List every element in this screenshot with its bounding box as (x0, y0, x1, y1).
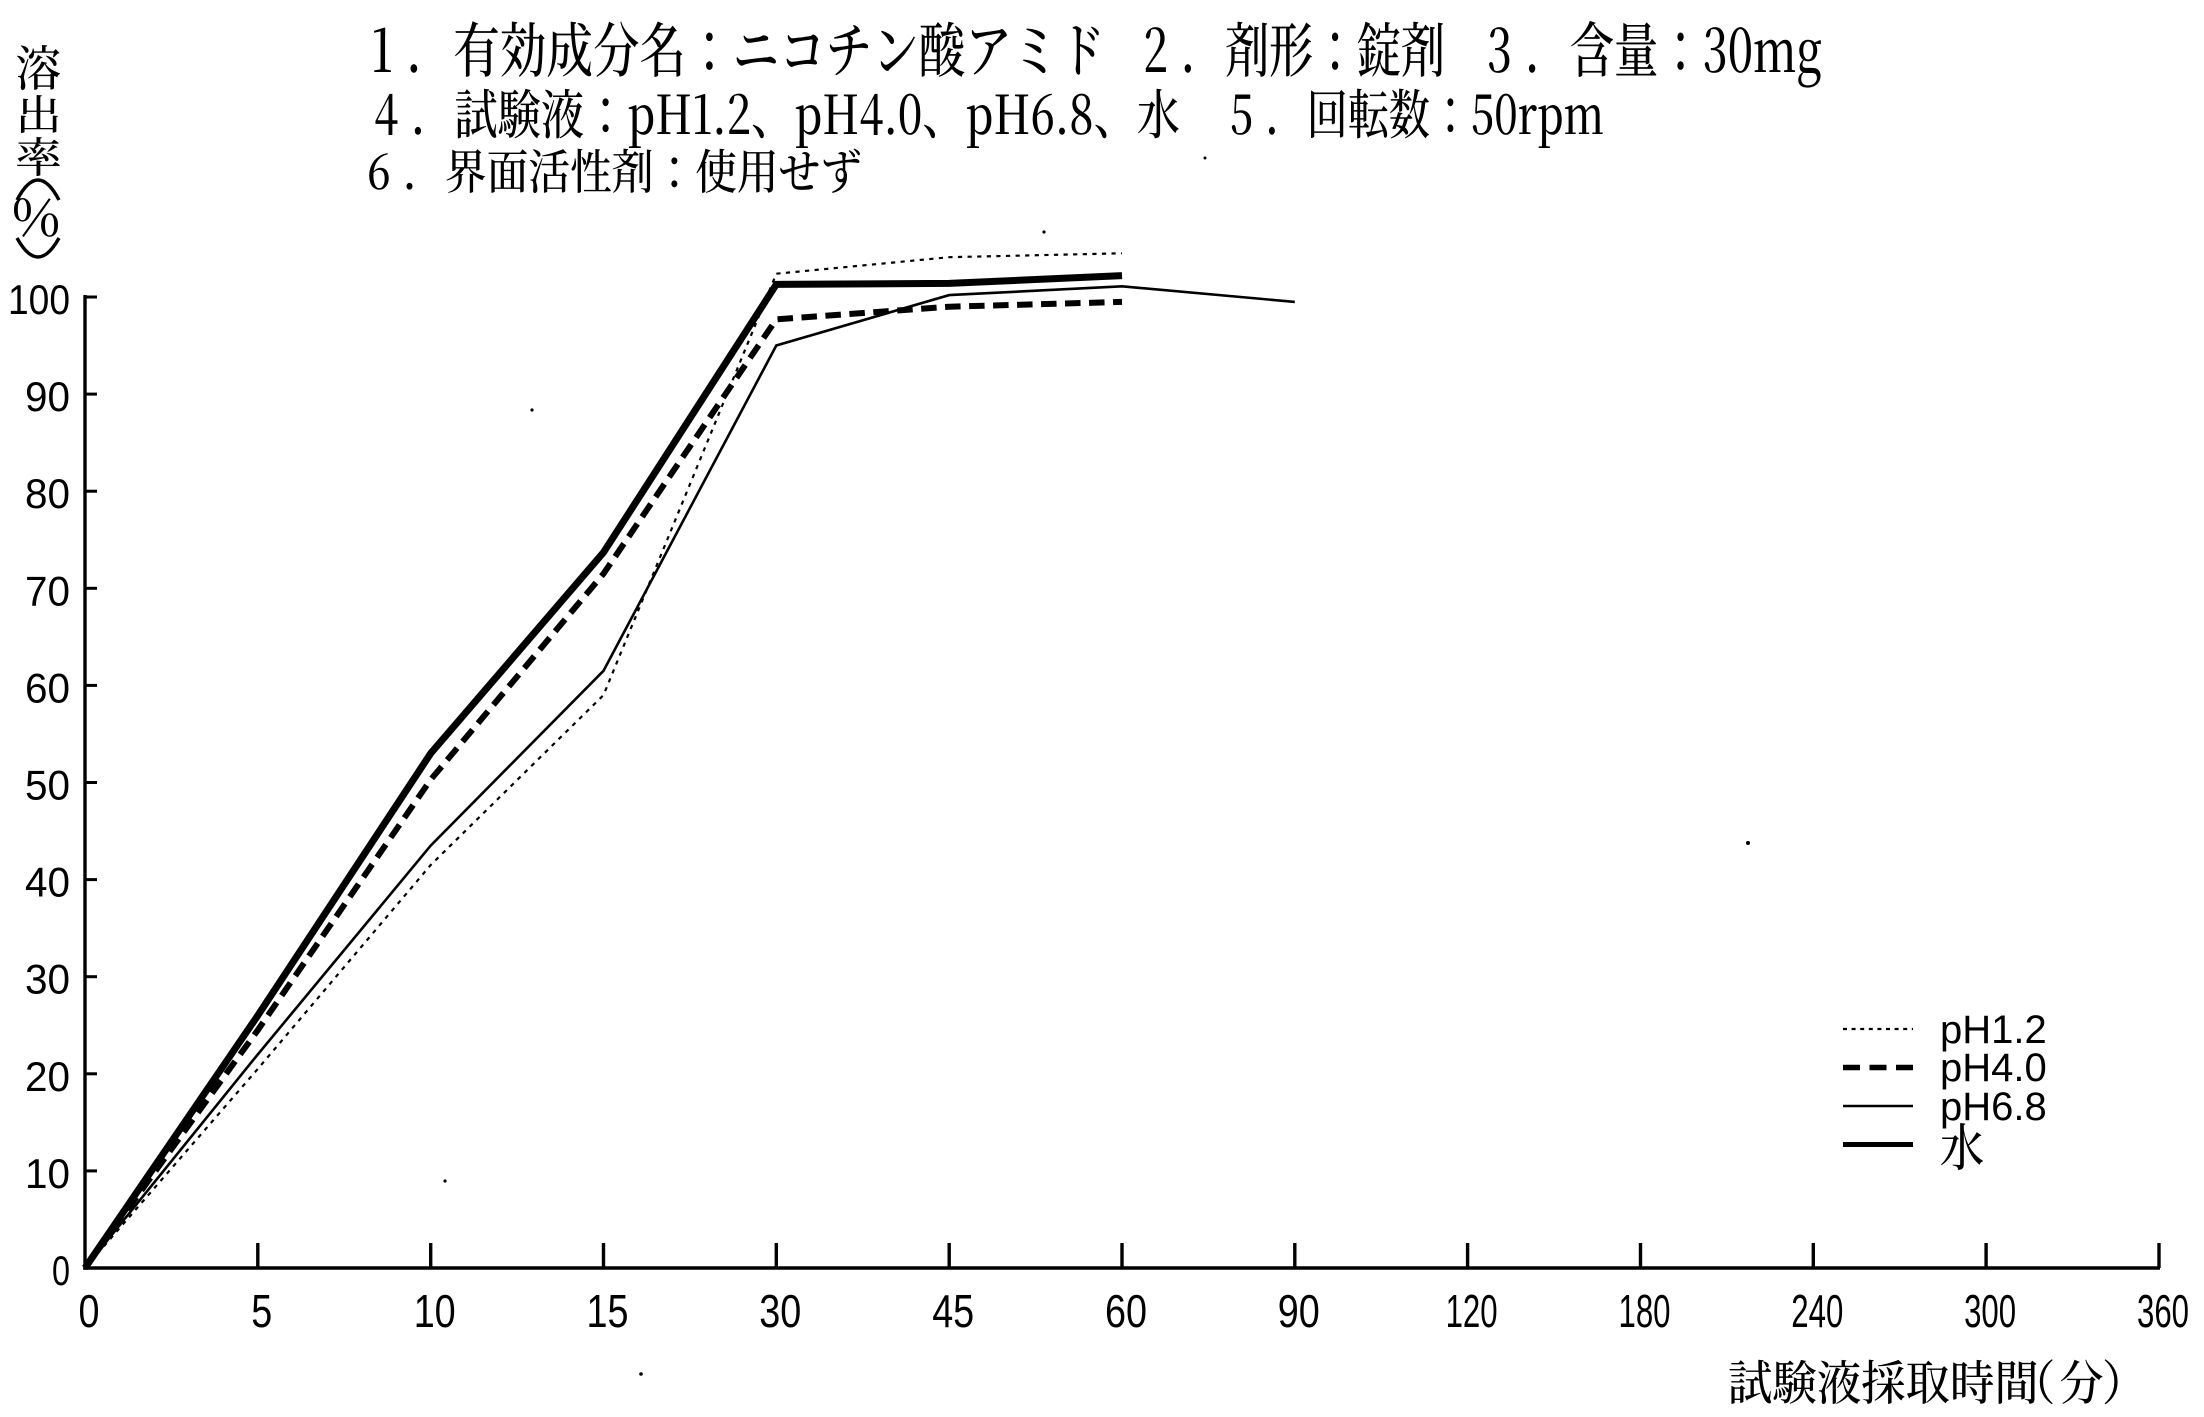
svg-text:300: 300 (1964, 1285, 2016, 1337)
svg-text:0: 0 (79, 1285, 100, 1337)
svg-text:80: 80 (25, 470, 70, 517)
svg-text:pH1.2: pH1.2 (1940, 1008, 2047, 1052)
svg-text:45: 45 (932, 1285, 974, 1337)
svg-text:360: 360 (2137, 1285, 2189, 1337)
svg-text:60: 60 (1105, 1285, 1147, 1337)
svg-text:30: 30 (759, 1285, 801, 1337)
svg-text:20: 20 (25, 1053, 70, 1100)
svg-text:100: 100 (8, 276, 70, 323)
svg-text:5: 5 (251, 1285, 272, 1337)
svg-text:pH4.0: pH4.0 (1940, 1046, 2047, 1090)
svg-text:90: 90 (25, 373, 70, 420)
svg-text:70: 70 (25, 567, 70, 614)
svg-text:180: 180 (1619, 1285, 1671, 1337)
svg-text:10: 10 (414, 1285, 456, 1337)
svg-text:60: 60 (25, 664, 70, 711)
svg-text:15: 15 (587, 1285, 629, 1337)
svg-text:30: 30 (25, 956, 70, 1003)
svg-text:90: 90 (1278, 1285, 1320, 1337)
svg-text:240: 240 (1791, 1285, 1843, 1337)
svg-text:40: 40 (25, 859, 70, 906)
svg-text:120: 120 (1446, 1285, 1498, 1337)
svg-text:10: 10 (25, 1150, 70, 1197)
svg-text:50: 50 (25, 762, 70, 809)
svg-text:pH6.8: pH6.8 (1940, 1085, 2047, 1129)
svg-text:0: 0 (52, 1247, 70, 1294)
